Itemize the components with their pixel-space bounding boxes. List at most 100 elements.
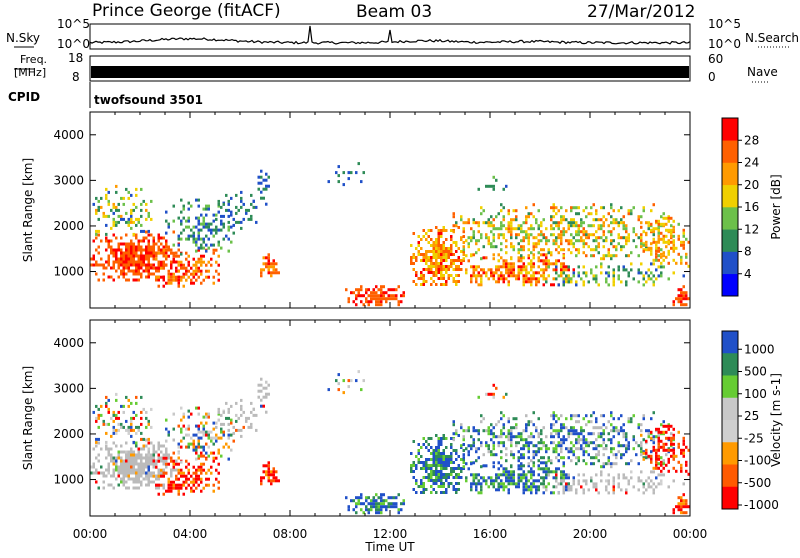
velocity-cell	[192, 483, 195, 487]
power-cell	[487, 236, 490, 240]
velocity-cell	[687, 505, 690, 509]
power-cell	[250, 214, 253, 218]
velocity-cell	[470, 447, 473, 451]
power-cell	[440, 274, 443, 277]
velocity-cell	[552, 435, 555, 439]
power-cell	[522, 262, 525, 266]
power-cell	[120, 236, 123, 240]
velocity-cell	[560, 438, 563, 442]
power-cell	[162, 254, 165, 258]
power-cell	[450, 274, 453, 277]
power-cell	[535, 283, 538, 287]
power-cell	[197, 234, 200, 238]
power-colorbar-segment	[722, 273, 738, 297]
power-cell	[110, 208, 113, 212]
velocity-cell	[145, 471, 148, 475]
velocity-cell	[600, 473, 603, 477]
velocity-cell	[557, 429, 560, 433]
power-cell	[417, 277, 420, 280]
velocity-cell	[647, 482, 650, 486]
velocity-cell	[195, 471, 198, 475]
velocity-cell	[677, 460, 680, 464]
power-cell	[665, 216, 668, 220]
velocity-cell	[475, 476, 478, 480]
velocity-cell	[455, 429, 458, 433]
power-cell	[187, 254, 190, 258]
power-cell	[477, 248, 480, 252]
power-cell	[582, 242, 585, 246]
velocity-cell	[112, 428, 115, 432]
velocity-cell	[435, 464, 438, 467]
power-cell	[662, 258, 665, 262]
power-cell	[622, 245, 625, 249]
velocity-cell	[582, 450, 585, 454]
power-cell	[130, 211, 133, 215]
velocity-cell	[127, 468, 130, 472]
power-cell	[525, 230, 528, 234]
power-cell	[252, 199, 255, 203]
velocity-cell	[270, 482, 273, 486]
power-cell	[552, 227, 555, 231]
power-cell	[575, 221, 578, 225]
power-cell	[625, 254, 628, 258]
velocity-cell	[592, 411, 595, 415]
velocity-cell	[527, 488, 530, 492]
power-cell	[500, 271, 503, 275]
power-cell	[197, 219, 200, 223]
velocity-cell	[227, 422, 230, 426]
power-cell	[490, 184, 493, 188]
power-cell	[275, 268, 278, 272]
power-cell	[100, 257, 103, 261]
power-cell	[122, 263, 125, 267]
power-cell	[435, 253, 438, 256]
power-cell	[122, 272, 125, 276]
power-cell	[125, 266, 128, 270]
power-cell	[450, 247, 453, 250]
velocity-cell	[267, 464, 270, 468]
velocity-cell	[530, 473, 533, 477]
power-cell	[510, 271, 513, 275]
power-cell	[610, 206, 613, 210]
velocity-cell	[95, 404, 98, 408]
velocity-cell	[490, 453, 493, 457]
velocity-cell	[260, 383, 263, 387]
power-cell	[552, 215, 555, 219]
velocity-cell	[517, 432, 520, 436]
velocity-cell	[130, 462, 133, 466]
power-cell	[175, 251, 178, 255]
power-cell	[147, 269, 150, 273]
power-cell	[415, 256, 418, 259]
power-cell	[195, 198, 198, 202]
velocity-cell	[677, 505, 680, 509]
velocity-cell	[542, 461, 545, 465]
velocity-cell	[540, 482, 543, 486]
power-cell	[127, 190, 130, 194]
power-cell	[485, 184, 488, 188]
velocity-cell	[630, 417, 633, 421]
velocity-cell	[532, 423, 535, 427]
velocity-cell	[467, 426, 470, 430]
power-cell	[612, 271, 615, 275]
power-cell	[355, 288, 358, 292]
power-cell	[482, 245, 485, 249]
power-cell	[140, 248, 143, 252]
velocity-cell	[435, 455, 438, 458]
velocity-cell	[380, 508, 383, 512]
velocity-cell	[590, 432, 593, 436]
power-cell	[520, 265, 523, 269]
velocity-cell	[615, 426, 618, 430]
power-cell	[522, 277, 525, 281]
power-cell	[125, 187, 128, 191]
velocity-cell	[355, 496, 358, 500]
velocity-cell	[92, 447, 95, 451]
power-cell	[130, 193, 133, 197]
velocity-cell	[527, 464, 530, 468]
velocity-cell	[200, 436, 203, 440]
power-cell	[562, 248, 565, 252]
velocity-cell	[135, 474, 138, 478]
power-cell	[552, 206, 555, 210]
power-cell	[672, 258, 675, 262]
velocity-cell	[595, 444, 598, 448]
power-cell	[660, 271, 663, 275]
power-cell	[667, 216, 670, 220]
